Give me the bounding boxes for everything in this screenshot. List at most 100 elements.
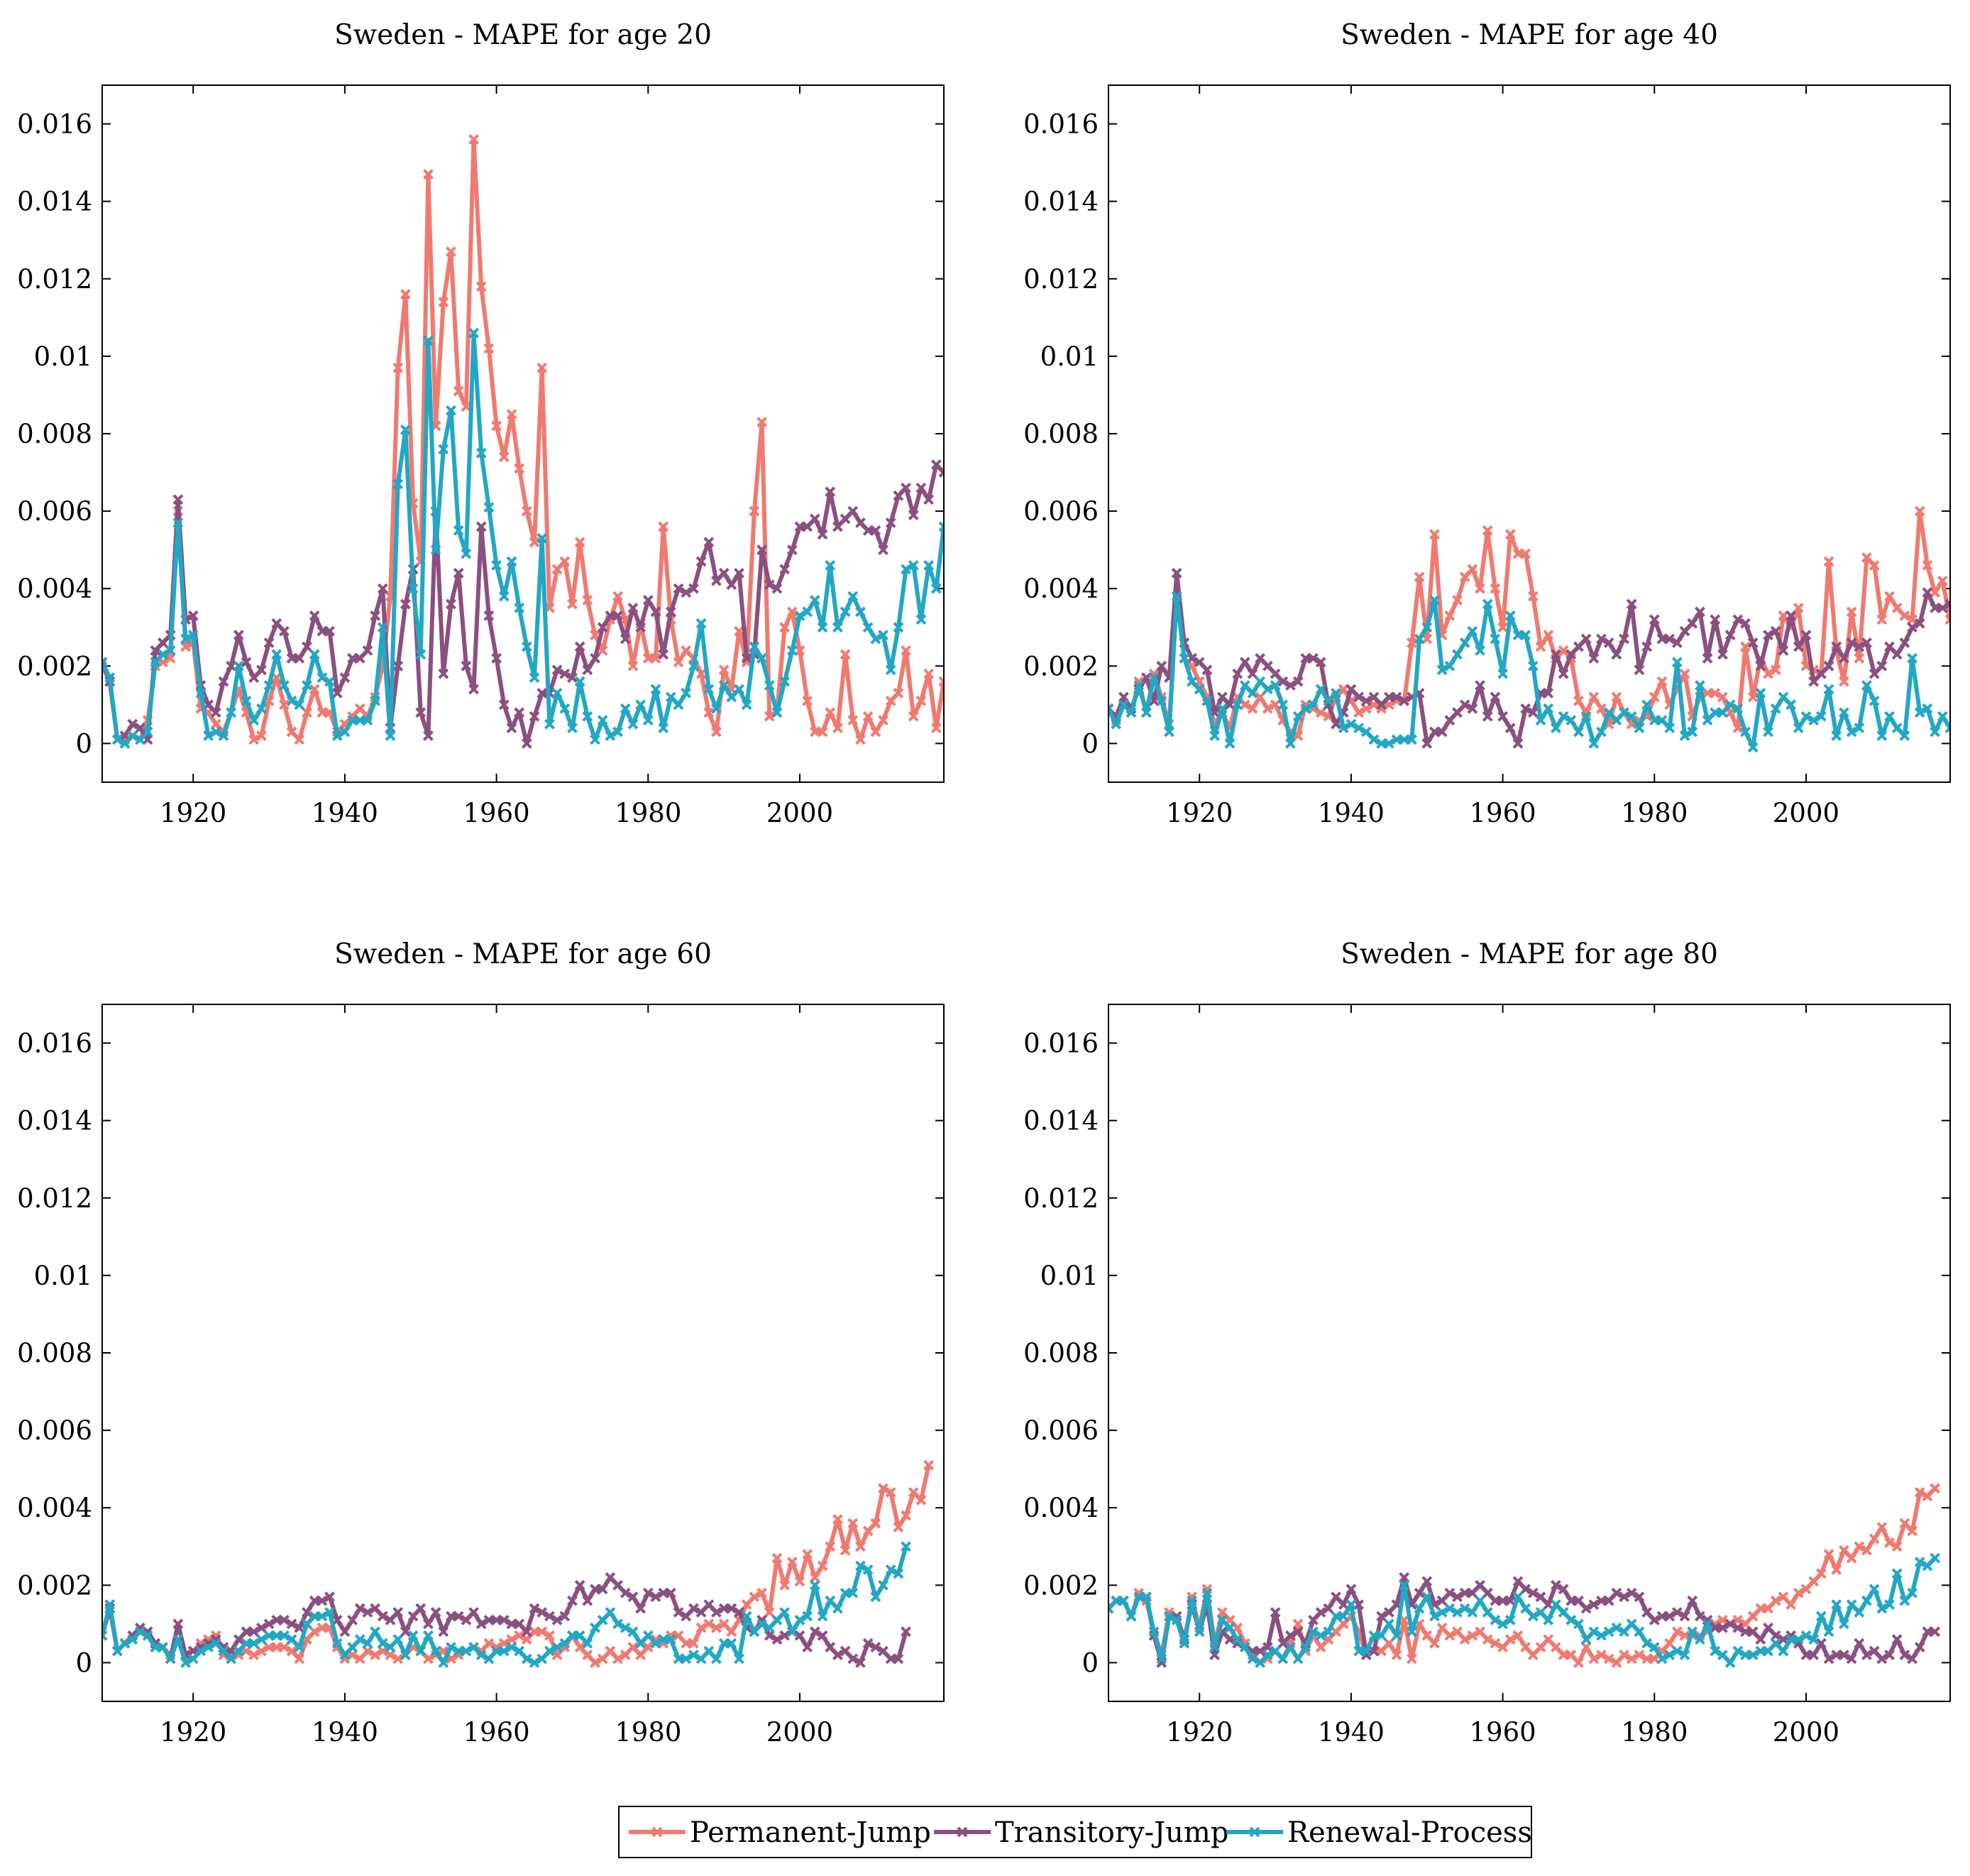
data-point [1141,707,1152,718]
data-point [1467,625,1478,637]
plot-frame [1108,84,1951,783]
data-point [1634,723,1645,734]
data-point [870,1591,881,1603]
data-point [665,1634,676,1645]
data-point [1831,1564,1842,1575]
y-tick-label: 0.01 [1040,341,1099,372]
data-point [1156,660,1167,671]
data-point [423,335,434,346]
data-point [1467,564,1478,575]
data-point [354,653,365,664]
data-point [1391,1630,1402,1641]
data-point [840,649,851,660]
data-point [1649,691,1660,703]
data-point [1452,707,1463,718]
data-point [1315,657,1326,668]
data-point [263,1618,275,1630]
legend: Permanent-Jump Transitory-Jump Renewal-Pro… [618,1806,1532,1858]
data-point [1475,1626,1485,1638]
data-point [734,1607,744,1618]
data-point [180,1657,191,1668]
data-point [635,622,646,633]
data-point [102,657,108,668]
data-point [1255,691,1266,703]
data-point [681,1653,692,1664]
data-point [559,703,571,714]
data-point [681,1611,692,1622]
data-point [847,1587,859,1598]
data-point [1187,1595,1197,1606]
data-point [1702,653,1713,664]
data-point [400,289,411,300]
data-point [491,420,502,432]
data-point [1232,668,1243,679]
data-point [1710,688,1721,698]
data-point [923,668,935,679]
data-point [1891,1634,1903,1645]
data-point [1331,1591,1341,1603]
data-point [1679,730,1690,741]
data-point [901,645,911,656]
data-point [135,723,145,734]
data-point [1292,1626,1304,1638]
data-point [597,1653,608,1664]
data-point [271,618,282,629]
data-point [665,606,676,618]
data-point [862,622,874,633]
data-point [468,133,479,145]
data-point [1346,684,1357,695]
data-point [536,1607,548,1618]
data-point [331,688,343,698]
data-point [438,444,449,455]
data-point [1778,1591,1789,1603]
data-point [847,1518,859,1529]
data-point [377,622,388,633]
data-point [590,653,600,664]
data-point [362,645,373,656]
data-point [870,1642,881,1653]
data-point [1580,711,1592,722]
data-point [1755,1634,1766,1645]
data-point [1664,1611,1675,1622]
data-point [1550,1642,1561,1653]
chart-title: Sweden - MAPE for age 20 [334,19,712,51]
data-point [1838,676,1849,687]
data-point [771,707,783,718]
data-point [1671,1607,1683,1618]
x-tick-label: 2000 [766,1717,833,1748]
y-tick-label: 0.014 [1023,1106,1099,1136]
data-point [248,1626,260,1638]
data-point [817,726,828,737]
data-point [551,564,563,575]
data-point [286,1634,297,1645]
data-point [1854,641,1865,652]
data-point [536,1626,548,1638]
data-point [847,715,859,726]
data-point [1954,623,1962,632]
data-point [1861,680,1872,691]
data-point [1490,1615,1501,1625]
data-point [294,1642,305,1653]
data-point [536,532,548,544]
data-point [461,1645,472,1657]
data-point [1558,645,1569,656]
data-point [536,1653,548,1664]
data-point [1399,1579,1410,1591]
data-point [1459,637,1470,649]
data-point [885,696,896,706]
data-point [392,1634,404,1645]
data-point [1133,680,1145,691]
data-point [1216,1607,1228,1618]
data-point [938,467,944,478]
data-point [703,1645,715,1657]
data-point [203,730,214,741]
data-point [1338,1611,1349,1622]
data-point [1444,1603,1456,1614]
data-point [1854,653,1865,664]
data-point [187,610,199,621]
data-point [779,564,791,575]
data-point [893,622,904,633]
data-point [514,707,525,718]
data-point [590,1657,600,1668]
data-point [878,630,888,641]
